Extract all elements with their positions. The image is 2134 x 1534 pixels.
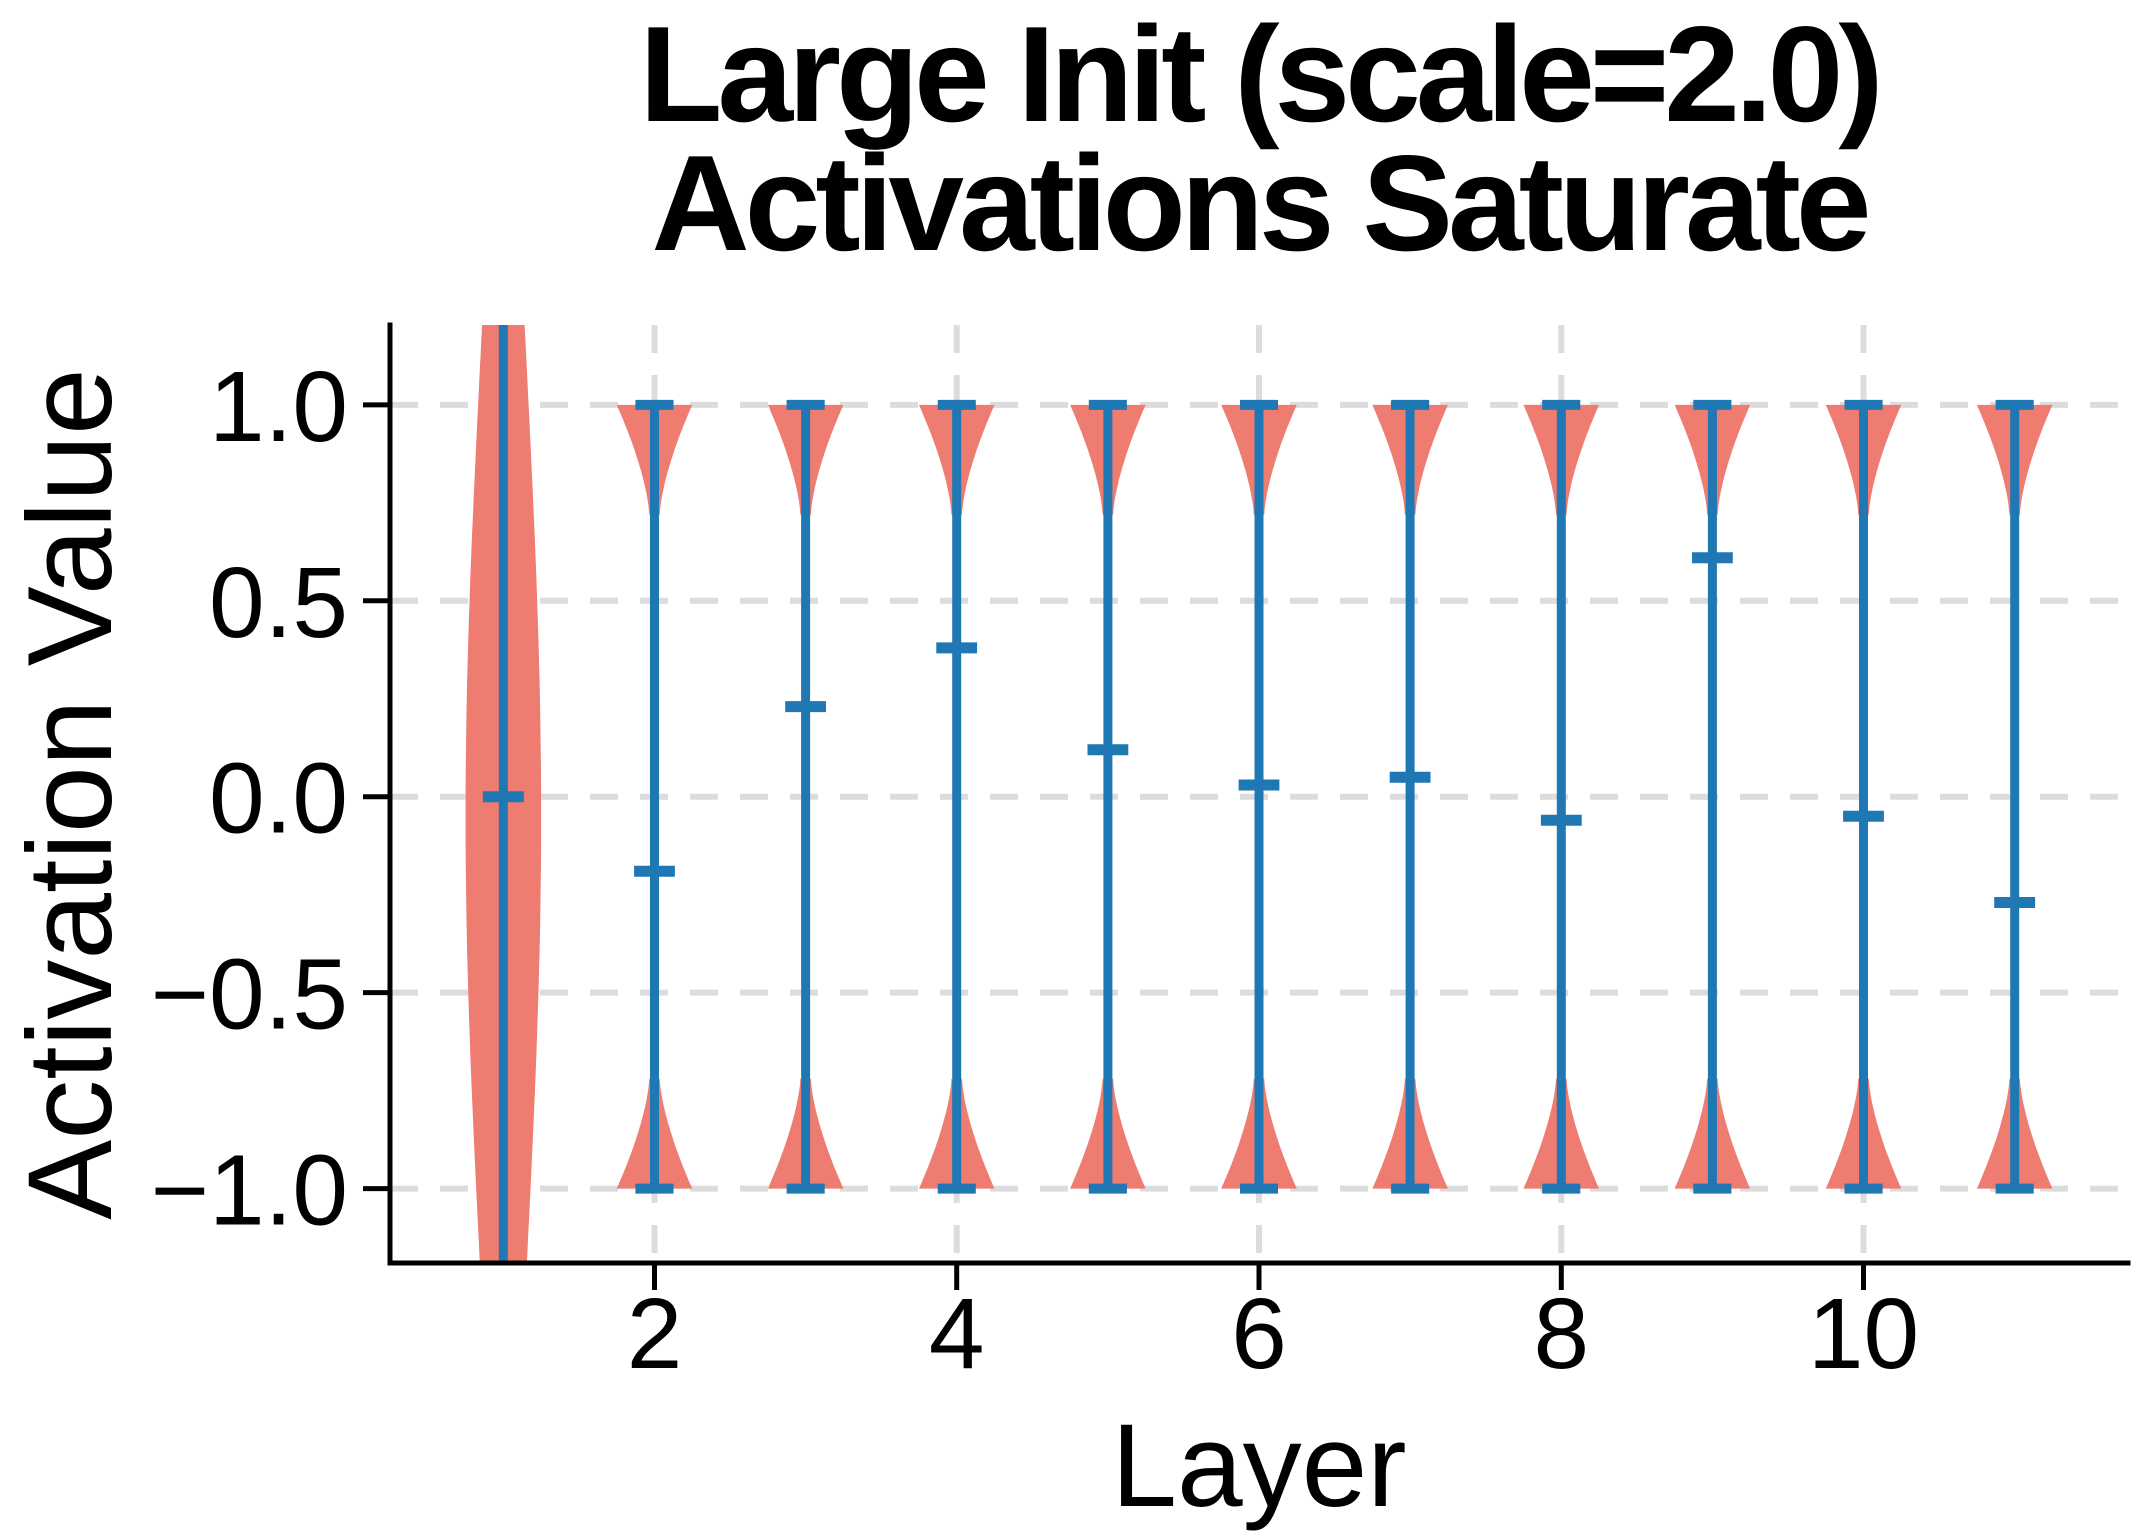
x-tick-label: 2	[627, 1278, 683, 1390]
y-axis-label: Activation Value	[3, 368, 137, 1220]
chart-title-line1: Large Init (scale=2.0)	[639, 0, 1883, 150]
y-tick-label: −1.0	[151, 1135, 348, 1247]
chart-title: Large Init (scale=2.0) Activations Satur…	[390, 0, 2128, 280]
x-tick-label: 6	[1231, 1278, 1287, 1390]
chart-title-line2: Activations Saturate	[651, 127, 1871, 280]
x-tick-label: 10	[1808, 1278, 1919, 1390]
y-tick-label: 0.0	[209, 743, 348, 855]
x-axis-label: Layer	[1111, 1400, 1407, 1532]
x-tick-label: 8	[1533, 1278, 1589, 1390]
x-tick-label: 4	[929, 1278, 985, 1390]
y-tick-label: 1.0	[209, 351, 348, 463]
y-tick-label: −0.5	[151, 939, 348, 1051]
y-tick-label: 0.5	[209, 547, 348, 659]
